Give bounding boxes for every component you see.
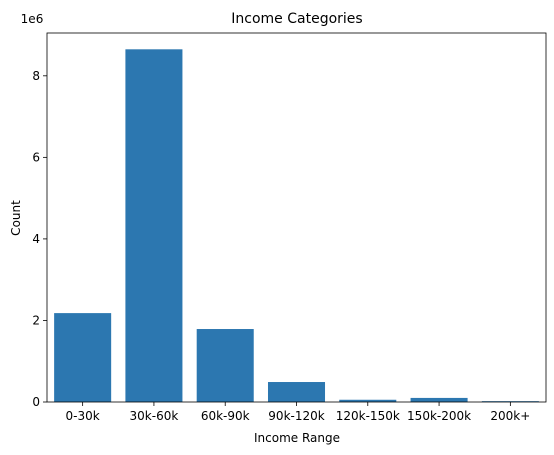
y-tick-label: 8 bbox=[32, 69, 40, 83]
axes-frame bbox=[46, 32, 547, 403]
bar-200k+ bbox=[481, 401, 539, 402]
y-tick-label: 2 bbox=[32, 313, 40, 327]
bar-0-30k bbox=[54, 313, 112, 402]
x-tick-label: 200k+ bbox=[490, 409, 530, 423]
y-tick-label: 4 bbox=[32, 232, 40, 246]
y-axis-label: Count bbox=[9, 200, 23, 236]
bar-90k-120k bbox=[267, 382, 326, 402]
x-tick-label: 90k-120k bbox=[268, 409, 324, 423]
bar-150k-200k bbox=[410, 397, 468, 402]
plot-area: 0 2 4 6 8 0-30k 30k-60k 60k-90k 90k-120k 120k-150… bbox=[32, 32, 547, 423]
y-axis-offset-label: 1e6 bbox=[21, 12, 44, 26]
x-axis-label: Income Range bbox=[254, 431, 340, 445]
x-tick-label: 150k-200k bbox=[407, 409, 471, 423]
x-tick-label: 120k-150k bbox=[336, 409, 400, 423]
x-tick-label: 30k-60k bbox=[130, 409, 179, 423]
bar-30k-60k bbox=[125, 49, 183, 403]
x-tick-label: 0-30k bbox=[66, 409, 100, 423]
y-tick-label: 0 bbox=[32, 395, 40, 409]
bar-120k-150k bbox=[339, 399, 397, 402]
bar-60k-90k bbox=[196, 329, 254, 402]
y-tick-label: 6 bbox=[32, 150, 40, 164]
x-tick-label: 60k-90k bbox=[201, 409, 250, 423]
chart-title: Income Categories bbox=[231, 11, 362, 27]
